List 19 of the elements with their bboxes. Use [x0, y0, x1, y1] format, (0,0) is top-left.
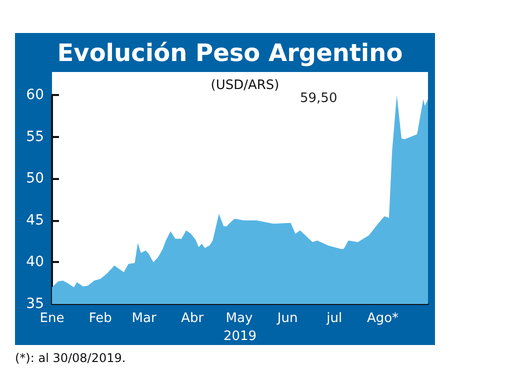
chart-title: Evolución Peso Argentino — [57, 39, 403, 67]
y-tick-label: 55 — [26, 128, 44, 145]
x-tick-label: May — [226, 311, 253, 326]
y-tick-label: 45 — [26, 212, 44, 228]
x-tick-label: Abr — [181, 311, 204, 326]
x-tick-label: Ene — [40, 311, 64, 326]
text: (*): al 30/08/2019. — [15, 351, 126, 365]
x-tick-label: Jun — [276, 311, 298, 326]
x-tick-label: jul — [326, 311, 342, 326]
x-tick-label: Mar — [132, 311, 157, 326]
y-tick-label: 40 — [26, 254, 44, 270]
annotation: 59,50 — [300, 91, 338, 106]
x-axis-title: 2019 — [223, 329, 257, 344]
y-tick-label: 50 — [26, 170, 44, 187]
y-tick-label: 60 — [26, 87, 44, 103]
y-tick-label: 35 — [26, 296, 44, 312]
chart-subtitle: (USD/ARS) — [210, 78, 280, 93]
x-tick-label: Ago* — [366, 311, 400, 326]
x-tick-label: Feb — [88, 311, 112, 326]
